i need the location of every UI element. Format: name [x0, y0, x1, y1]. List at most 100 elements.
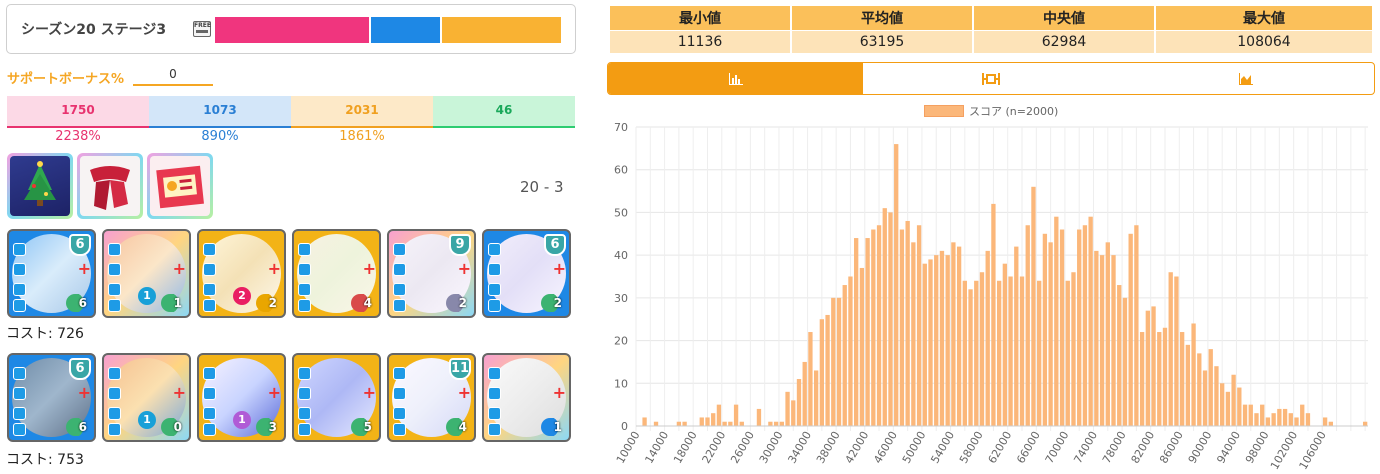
skill-slot-icon: [488, 283, 501, 296]
ramen-box-icon: [150, 156, 210, 216]
x-tick-label: 50000: [900, 429, 929, 466]
histogram-bar: [676, 421, 682, 426]
heart-value-badge: 6: [66, 418, 90, 436]
free-ticket-icon: FREE: [193, 21, 211, 37]
histogram-bar: [1082, 225, 1088, 426]
heart-value-badge: 4: [446, 418, 470, 436]
tab-range[interactable]: [863, 63, 1118, 94]
histogram-bar: [951, 242, 956, 426]
histogram-bar: [682, 421, 687, 426]
histogram-bar: [911, 242, 916, 426]
plus-icon: +: [457, 259, 471, 278]
histogram-bar: [722, 421, 727, 426]
skill-slot-icon: [108, 423, 121, 436]
histogram-bar: [1002, 263, 1008, 426]
season-title: シーズン20 ステージ3: [21, 22, 167, 38]
histogram-bar: [642, 417, 647, 426]
card-level-badge: 6: [544, 234, 566, 256]
card-level-badge: 6: [69, 358, 91, 380]
skill-slot-icon: [393, 299, 406, 312]
item-slot-3[interactable]: [147, 153, 213, 219]
histogram-bar: [1242, 404, 1248, 426]
item-slot-2[interactable]: [77, 153, 143, 219]
histogram-bar: [1225, 391, 1231, 426]
team-1-cost: コスト: 726: [6, 326, 84, 342]
team-2-card-4[interactable]: +5: [292, 353, 381, 442]
support-bonus-input[interactable]: [133, 64, 213, 86]
team-1-card-1[interactable]: 6 +6: [7, 229, 96, 318]
histogram-bar: [1248, 404, 1253, 426]
stat-percent: 890%: [201, 129, 239, 144]
skill-slot-icon: [393, 283, 406, 296]
season-stage-selector[interactable]: シーズン20 ステージ3 FREE: [6, 4, 576, 54]
team-1-card-2[interactable]: +1 1: [102, 229, 191, 318]
histogram-bar: [979, 272, 985, 426]
heart-value-badge: 0: [161, 418, 185, 436]
skill-slot-icon: [393, 367, 406, 380]
score-histogram: 0 10 20 30 40 50 60 70 10000 14000 18000 22000 26000…: [614, 121, 1368, 472]
histogram-bar: [1294, 417, 1299, 426]
attribute-bar-blue: [371, 17, 440, 43]
team-2-card-2[interactable]: +1 0: [102, 353, 191, 442]
histogram-bar: [1054, 216, 1059, 426]
skill-slot-icon: [488, 243, 501, 256]
tab-area[interactable]: [1119, 63, 1374, 94]
tab-histogram[interactable]: [608, 63, 864, 94]
histogram-bar: [974, 280, 979, 426]
y-tick-label: 70: [614, 121, 628, 134]
team-2-card-1[interactable]: 6 +6: [7, 353, 96, 442]
histogram-bar: [1122, 297, 1128, 426]
value-min: 11136: [610, 31, 790, 53]
team-1-card-3[interactable]: +2 2: [197, 229, 286, 318]
value-max: 108064: [1156, 31, 1372, 53]
chart-type-tabs: [607, 62, 1375, 95]
histogram-bar: [888, 212, 893, 426]
range-icon: [981, 72, 1000, 85]
x-tick-label: 70000: [1043, 429, 1072, 466]
plus-icon: +: [362, 383, 376, 402]
histogram-bar: [1362, 421, 1368, 426]
team-1-card-6[interactable]: 6 +2: [482, 229, 571, 318]
histogram-bar: [791, 400, 796, 426]
plus-icon: +: [457, 383, 471, 402]
skill-slot-icon: [298, 367, 311, 380]
histogram-bar: [1025, 225, 1030, 426]
histogram-bar: [859, 267, 865, 426]
histogram-bar: [1277, 408, 1282, 426]
skill-slot-icon: [298, 423, 311, 436]
histogram-bar: [733, 404, 739, 426]
histogram-bar: [1328, 421, 1333, 426]
team-1-card-5[interactable]: 9 +2: [387, 229, 476, 318]
heart-value-badge: 3: [256, 418, 280, 436]
card-level-badge: 6: [69, 234, 91, 256]
team-1-card-4[interactable]: +4: [292, 229, 381, 318]
team-2-card-3[interactable]: +1 3: [197, 353, 286, 442]
chart-legend[interactable]: スコア (n=2000): [924, 104, 1058, 118]
x-tick-label: 98000: [1243, 429, 1272, 466]
x-tick-label: 106000: [1297, 429, 1329, 472]
x-tick-label: 18000: [671, 429, 700, 466]
y-tick-label: 30: [614, 292, 628, 305]
skill-slot-icon: [298, 387, 311, 400]
heart-value-badge: 2: [541, 294, 565, 312]
skill-slot-icon: [13, 407, 26, 420]
x-tick-label: 38000: [814, 429, 843, 466]
histogram-bar: [653, 421, 659, 426]
histogram-bar: [1105, 242, 1110, 426]
skill-slot-icon: [298, 243, 311, 256]
histogram-bar: [773, 421, 779, 426]
histogram-bar: [956, 246, 962, 426]
skill-slot-icon: [108, 367, 121, 380]
histogram-bar: [985, 250, 990, 426]
team-2-card-5[interactable]: 11 +4: [387, 353, 476, 442]
item-slot-1[interactable]: [7, 153, 73, 219]
skill-slot-icon: [393, 423, 406, 436]
skill-slot-icon: [393, 243, 406, 256]
team-2-card-6[interactable]: +1: [482, 353, 571, 442]
stat-value: 46: [433, 96, 575, 128]
x-tick-label: 14000: [642, 429, 671, 466]
x-tick-label: 10000: [614, 429, 643, 466]
summary-table: 最小値 平均値 中央値 最大値 11136 63195 62984 108064: [608, 5, 1374, 54]
skill-slot-icon: [108, 263, 121, 276]
skill-slot-icon: [488, 299, 501, 312]
